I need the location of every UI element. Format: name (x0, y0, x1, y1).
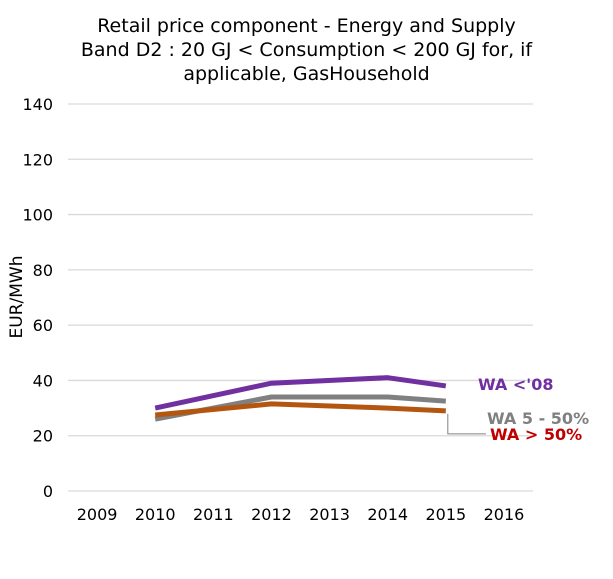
series-label: WA > 50% (490, 425, 582, 444)
x-tick-label: 2011 (193, 505, 234, 524)
x-tick-label: 2014 (367, 505, 408, 524)
chart-subtitle-line-2: applicable, GasHousehold (183, 63, 430, 85)
gridlines (68, 103, 533, 492)
y-axis-ticks: 0 20 40 60 80 100 120 140 (22, 95, 53, 501)
x-tick-label: 2009 (77, 505, 118, 524)
x-tick-label: 2016 (484, 505, 525, 524)
y-tick-label: 120 (22, 150, 53, 169)
y-tick-label: 100 (22, 206, 53, 225)
series-line (154, 375, 447, 411)
series-label: WA 5 - 50% (487, 409, 589, 428)
x-tick-label: 2010 (135, 505, 176, 524)
chart-title: Retail price component - Energy and Supp… (97, 15, 516, 37)
series-line (154, 401, 446, 418)
y-tick-label: 60 (33, 316, 53, 335)
series-labels: WA <'08 WA 5 - 50%WA > 50% (447, 375, 589, 444)
y-tick-label: 0 (43, 482, 53, 501)
y-tick-label: 20 (33, 427, 53, 446)
x-tick-label: 2015 (425, 505, 466, 524)
chart-subtitle-line-1: Band D2 : 20 GJ < Consumption < 200 GJ f… (80, 39, 533, 61)
series-lines (154, 375, 447, 422)
x-axis-ticks: 2009 2010 2011 2012 2013 2014 2015 2016 (77, 505, 525, 524)
y-tick-label: 80 (33, 261, 53, 280)
leader-line (447, 413, 486, 435)
y-tick-label: 40 (33, 371, 53, 390)
y-axis-label: EUR/MWh (7, 256, 27, 339)
x-tick-label: 2012 (251, 505, 292, 524)
series-label: WA <'08 (478, 375, 553, 394)
y-tick-label: 140 (22, 95, 53, 114)
x-tick-label: 2013 (309, 505, 350, 524)
chart-title-block: Retail price component - Energy and Supp… (0, 14, 613, 86)
